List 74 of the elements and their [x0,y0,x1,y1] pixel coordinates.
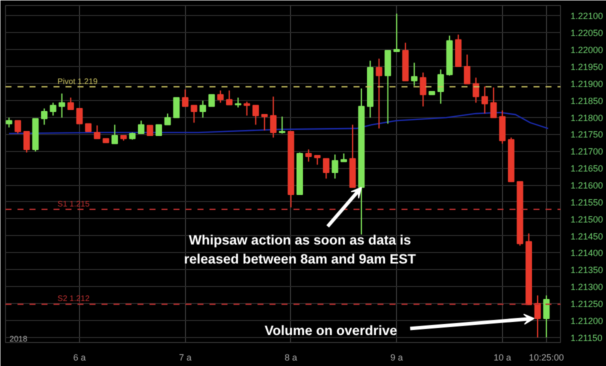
candlestick [437,68,444,104]
candlestick [234,97,242,108]
candlestick [146,124,154,136]
y-tick-label: 1.22000 [570,45,604,56]
candlestick [112,124,118,144]
y-tick-label: 1.21500 [570,214,604,224]
annotation: 2018 [10,334,28,344]
y-tick-label: 1.21400 [570,248,604,258]
y-tick-label: 1.21650 [570,164,604,174]
ref-line-label: Pivot 1.219 [58,76,98,86]
candlestick [322,158,330,180]
candlestick [482,86,488,114]
candlestick [244,101,250,116]
annotation: Volume on overdrive [264,322,398,338]
candlestick [173,97,180,118]
x-tick-label: 8 a [284,352,298,362]
candlestick [41,108,48,126]
candlestick [490,86,497,118]
candlestick [376,58,382,130]
y-tick-label: 1.21800 [570,112,604,123]
candlestick [393,13,400,52]
candlestick [305,148,312,162]
candlestick [270,96,277,138]
candlestick [67,97,74,110]
y-tick-label: 1.21900 [570,78,604,89]
candlestick [156,124,162,136]
ref-line-label: S1 1.215 [58,199,90,208]
candlestick [14,120,22,134]
candlestick [23,130,30,154]
y-tick-label: 1.21850 [570,96,604,106]
x-tick-label: 10:25:00 [528,352,564,362]
candlestick [252,104,259,126]
candlestick [420,72,426,108]
x-tick-label: 6 a [73,352,86,362]
candlestick [464,54,470,84]
y-tick-label: 1.21300 [570,282,604,292]
candlestick [6,117,12,128]
candlestick [534,294,541,338]
y-tick-label: 1.21250 [570,299,604,310]
candlestick [58,92,66,118]
candlestick [261,114,268,132]
candlestick [76,108,83,124]
annotation: Whipsaw action as soon as data is released between 8am and 9am EST [184,232,417,266]
y-tick-label: 1.22100 [570,11,604,22]
candlestick [182,88,188,108]
y-tick-label: 1.21600 [570,180,604,191]
candlestick [226,90,232,106]
y-tick-label: 1.21150 [570,332,602,343]
candlestick [332,154,338,180]
y-tick-label: 1.21350 [570,265,604,276]
y-tick-label: 1.21750 [570,130,604,140]
ref-line-label: S2 1.212 [58,294,90,304]
y-tick-label: 1.22050 [570,28,604,38]
candlestick [200,100,206,118]
x-tick-label: 10 a [494,352,512,362]
y-tick-label: 1.21450 [570,231,604,242]
y-tick-label: 1.21200 [570,316,604,326]
y-tick-label: 1.21950 [570,62,604,72]
y-tick-label: 1.21700 [570,146,604,157]
candlestick [138,120,144,134]
candlestick [411,62,418,86]
candlestick [94,124,100,140]
candlestick [208,94,215,107]
candlestick [314,154,321,166]
candlestick [217,90,224,104]
candlestick [472,77,480,104]
x-tick-label: 7 a [178,352,192,362]
x-tick-label: 9 a [390,352,403,362]
candlestick [543,294,550,338]
candlestick [50,102,56,116]
y-tick-label: 1.21550 [570,197,604,208]
candlestick [164,112,171,126]
candlestick [278,116,286,134]
candlestick [190,104,198,124]
